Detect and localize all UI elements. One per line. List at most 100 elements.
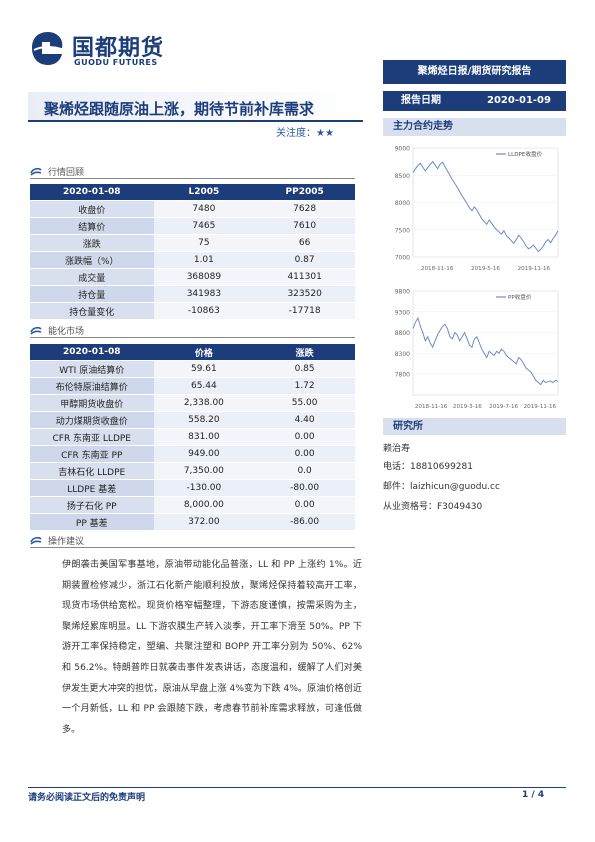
x-tick-label: 2019-11-16: [518, 266, 551, 272]
market-review-title: 行情回顾: [48, 168, 85, 178]
x-tick-label: 2018-11-16: [421, 266, 454, 272]
table-cell: 7628: [254, 200, 355, 218]
table-cell: 75: [153, 234, 255, 252]
pp-price-chart: 9800 9300 8800 8300 7800 2018-11-16 2019-3-16 2…: [395, 289, 559, 410]
analyst-name: 赖治寿: [383, 444, 411, 454]
row-label: 结算价: [30, 217, 154, 235]
table-cell: 0.00: [254, 428, 355, 446]
table-cell: 1.01: [153, 251, 255, 269]
market-review-col-header: L2005: [153, 184, 255, 201]
row-label: 涨跌幅（%）: [30, 251, 154, 269]
row-label: PP 基差: [30, 513, 154, 531]
table-row: 甲醇期货收盘价 2,338.00 55.00: [30, 394, 355, 412]
table-row: 持仓量变化 -10863 -17718: [30, 302, 355, 320]
analyst-license: 从业资格号：F3049430: [383, 502, 483, 512]
section-divider: [30, 337, 355, 338]
table-cell: 372.00: [153, 513, 255, 531]
analyst-phone: 电话：18810699281: [383, 462, 473, 472]
report-date-label: 报告日期: [401, 95, 441, 106]
row-label: 吉林石化 LLDPE: [30, 462, 154, 480]
table-row: 涨跌 75 66: [30, 234, 355, 252]
energy-market-col-header: 2020-01-08: [30, 344, 154, 361]
lldpe-price-chart: 9000 8500 8000 7500 7000 2018-11-16 2019-5-16 2…: [395, 146, 559, 272]
table-cell: 4.40: [254, 411, 355, 429]
row-label: CFR 东南亚 PP: [30, 445, 154, 463]
row-label: 甲醇期货收盘价: [30, 394, 154, 412]
table-cell: 0.85: [254, 360, 355, 378]
y-tick-label: 8800: [395, 330, 410, 337]
table-cell: 411301: [254, 268, 355, 286]
y-tick-label: 9800: [395, 289, 410, 296]
table-cell: 1.72: [254, 377, 355, 395]
logo-english-name: GUODU FUTURES: [74, 58, 158, 67]
company-logo: 国都期货 GUODU FUTURES: [28, 28, 188, 72]
y-tick-label: 8300: [395, 351, 410, 358]
table-cell: 0.0: [254, 462, 355, 480]
legend-label: PP收盘价: [508, 293, 532, 301]
y-tick-label: 9300: [395, 309, 410, 316]
x-tick-label: 2019-11-16: [524, 404, 557, 410]
advice-header: 操作建议: [30, 534, 84, 547]
table-cell: 65.44: [153, 377, 255, 395]
table-row: LLDPE 基差 -130.00 -80.00: [30, 479, 355, 497]
market-review-col-header: PP2005: [254, 184, 355, 201]
table-row: 持仓量 341983 323520: [30, 285, 355, 303]
charts-section-title: 主力合约走势: [383, 118, 566, 136]
y-tick-label: 9000: [395, 146, 410, 153]
market-review-table: 2020-01-08 L2005 PP2005 收盘价 7480 7628 结算价 7465…: [30, 184, 355, 320]
table-row: 布伦特原油结算价 65.44 1.72: [30, 377, 355, 395]
table-cell: 949.00: [153, 445, 255, 463]
legend-label: LLDPE收盘价: [508, 150, 543, 158]
table-row: 成交量 368089 411301: [30, 268, 355, 286]
row-label: 成交量: [30, 268, 154, 286]
section-divider: [30, 547, 355, 548]
table-cell: 2,338.00: [153, 394, 255, 412]
row-label: 扬子石化 PP: [30, 496, 154, 514]
report-date-value: 2020-01-09: [487, 95, 551, 106]
title-banner: 聚烯烃跟随原油上涨，期待节前补库需求: [28, 92, 363, 122]
table-cell: -86.00: [254, 513, 355, 531]
table-cell: 0.87: [254, 251, 355, 269]
attention-label: 关注度：: [276, 128, 316, 139]
report-type-banner: 聚烯烃日报/期货研究报告: [383, 60, 566, 84]
table-cell: 8,000.00: [153, 496, 255, 514]
table-row: 收盘价 7480 7628: [30, 200, 355, 218]
table-cell: 66: [254, 234, 355, 252]
table-cell: 341983: [153, 285, 255, 303]
x-tick-label: 2019-7-16: [489, 404, 518, 410]
report-title: 聚烯烃跟随原油上涨，期待节前补库需求: [44, 100, 315, 118]
table-row: 动力煤期货收盘价 558.20 4.40: [30, 411, 355, 429]
table-row: 扬子石化 PP 8,000.00 0.00: [30, 496, 355, 514]
attention-stars: ★★: [316, 128, 334, 139]
table-cell: 7465: [153, 217, 255, 235]
energy-market-header: 能化市场: [30, 324, 84, 337]
logo-chinese-name: 国都期货: [72, 36, 165, 61]
market-review-col-header: 2020-01-08: [30, 184, 154, 201]
section-swirl-icon: [30, 326, 42, 335]
y-tick-label: 7500: [395, 227, 410, 234]
table-cell: 831.00: [153, 428, 255, 446]
table-cell: 7,350.00: [153, 462, 255, 480]
table-cell: -10863: [153, 302, 255, 320]
y-tick-label: 7000: [395, 255, 410, 262]
page-number: 1 / 4: [522, 790, 545, 800]
section-swirl-icon: [30, 167, 42, 176]
row-label: LLDPE 基差: [30, 479, 154, 497]
row-label: 布伦特原油结算价: [30, 377, 154, 395]
row-label: 持仓量变化: [30, 302, 154, 320]
table-row: 吉林石化 LLDPE 7,350.00 0.0: [30, 462, 355, 480]
logo-mark-icon: [32, 32, 65, 65]
row-label: 收盘价: [30, 200, 154, 218]
energy-market-table: 2020-01-08 价格 涨跌 WTI 原油结算价 59.61 0.85 布伦特原油结算…: [30, 344, 355, 531]
x-tick-label: 2018-11-16: [415, 404, 448, 410]
table-cell: 0.00: [254, 445, 355, 463]
row-label: 动力煤期货收盘价: [30, 411, 154, 429]
y-tick-label: 8500: [395, 173, 410, 180]
table-cell: 7480: [153, 200, 255, 218]
row-label: CFR 东南亚 LLDPE: [30, 428, 154, 446]
table-cell: -17718: [254, 302, 355, 320]
disclaimer-note: 请务必阅读正文后的免责声明: [28, 793, 146, 803]
section-divider: [30, 178, 355, 179]
footer-divider: [28, 787, 566, 788]
report-date-bar: 报告日期 2020-01-09: [383, 91, 566, 111]
